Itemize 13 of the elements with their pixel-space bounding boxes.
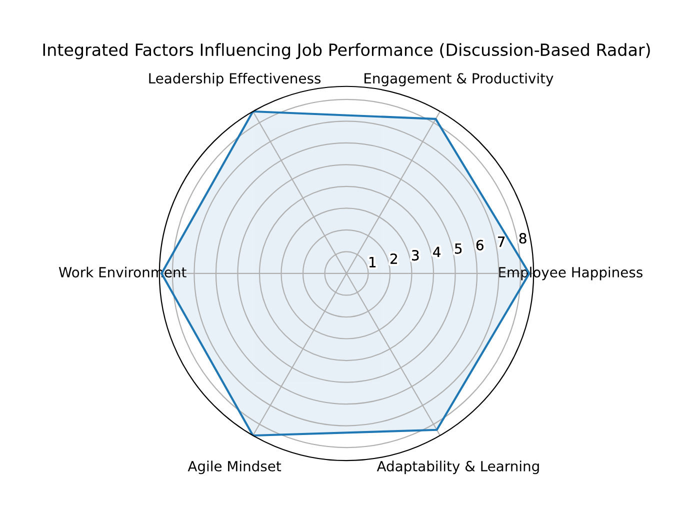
- y-tick-label: 5: [455, 243, 462, 254]
- spoke-label: Leadership Effectiveness: [149, 72, 321, 86]
- y-tick-label: 7: [498, 236, 505, 247]
- chart-title: Integrated Factors Influencing Job Performance (Discussion-Based Radar): [43, 43, 650, 60]
- y-tick-label: 2: [390, 253, 397, 264]
- spoke-label: Adaptability & Learning: [376, 460, 539, 474]
- y-tick-label: 6: [476, 240, 484, 250]
- y-tick-label: 4: [433, 246, 441, 257]
- y-tick-label: 8: [519, 233, 526, 244]
- y-tick-label: 1: [370, 257, 376, 268]
- spoke-label: Agile Mindset: [188, 460, 282, 474]
- spoke-label: Engagement & Productivity: [364, 72, 554, 86]
- y-tick-label: 3: [412, 250, 419, 261]
